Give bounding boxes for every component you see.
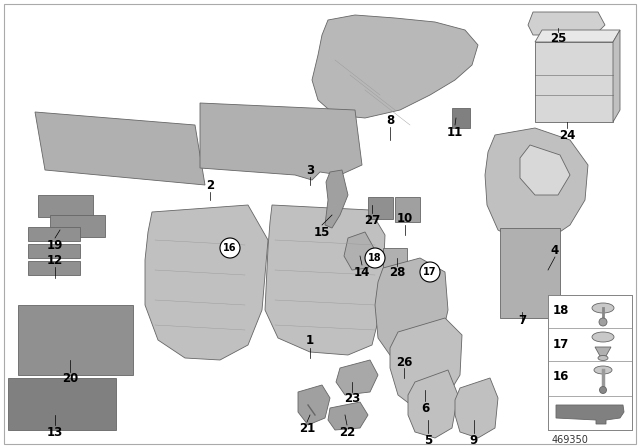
Text: 1: 1 [306,333,314,346]
Polygon shape [535,30,620,42]
Text: 24: 24 [559,129,575,142]
Text: 10: 10 [397,211,413,224]
Bar [548,295,632,430]
Polygon shape [520,145,570,195]
Polygon shape [613,30,620,122]
Text: 21: 21 [299,422,315,435]
Polygon shape [200,103,362,180]
Bar [452,108,470,128]
Text: 9: 9 [470,434,478,447]
Text: 27: 27 [364,214,380,227]
Bar [383,248,407,270]
Ellipse shape [598,356,608,361]
Text: 7: 7 [518,314,526,327]
Text: 19: 19 [47,238,63,251]
Text: 14: 14 [354,266,370,279]
Polygon shape [408,370,458,438]
Text: 3: 3 [306,164,314,177]
Bar [50,215,105,237]
Text: 16: 16 [553,370,569,383]
Polygon shape [485,128,588,242]
Bar [28,244,80,258]
Text: 20: 20 [62,371,78,384]
Text: 18: 18 [368,253,382,263]
Text: 17: 17 [553,337,569,350]
Text: 4: 4 [551,244,559,257]
Bar [368,197,393,219]
Bar [8,378,116,430]
Polygon shape [595,347,611,356]
Polygon shape [325,170,348,228]
Ellipse shape [592,303,614,313]
Text: 2: 2 [206,178,214,191]
Polygon shape [528,12,605,35]
Bar [38,195,93,217]
Polygon shape [375,258,448,362]
Circle shape [420,262,440,282]
Polygon shape [35,112,205,185]
Text: 12: 12 [47,254,63,267]
Bar [28,261,80,275]
Bar [18,305,133,375]
Text: 11: 11 [447,125,463,138]
Text: 15: 15 [314,225,330,238]
Text: 8: 8 [386,113,394,126]
Text: 13: 13 [47,426,63,439]
Ellipse shape [600,387,607,393]
Circle shape [365,248,385,268]
Polygon shape [265,205,385,355]
Ellipse shape [599,318,607,326]
Bar [395,197,420,222]
Polygon shape [344,232,375,270]
Bar [500,228,560,318]
Text: 28: 28 [389,266,405,279]
Polygon shape [312,15,478,118]
Polygon shape [145,205,268,360]
Bar [28,227,80,241]
Text: 22: 22 [339,426,355,439]
Polygon shape [455,378,498,438]
Text: 25: 25 [550,31,566,44]
Text: 16: 16 [223,243,237,253]
Polygon shape [328,402,368,430]
Polygon shape [298,385,330,425]
Text: 6: 6 [421,401,429,414]
Polygon shape [390,318,462,408]
Text: 469350: 469350 [552,435,588,445]
Circle shape [220,238,240,258]
Bar [548,295,632,430]
Polygon shape [556,405,624,424]
Text: 17: 17 [423,267,436,277]
Text: 26: 26 [396,356,412,369]
Ellipse shape [594,366,612,374]
Text: 23: 23 [344,392,360,405]
Ellipse shape [592,332,614,342]
Text: 5: 5 [424,434,432,447]
Polygon shape [336,360,378,395]
Bar [535,42,613,122]
Text: 18: 18 [553,305,569,318]
